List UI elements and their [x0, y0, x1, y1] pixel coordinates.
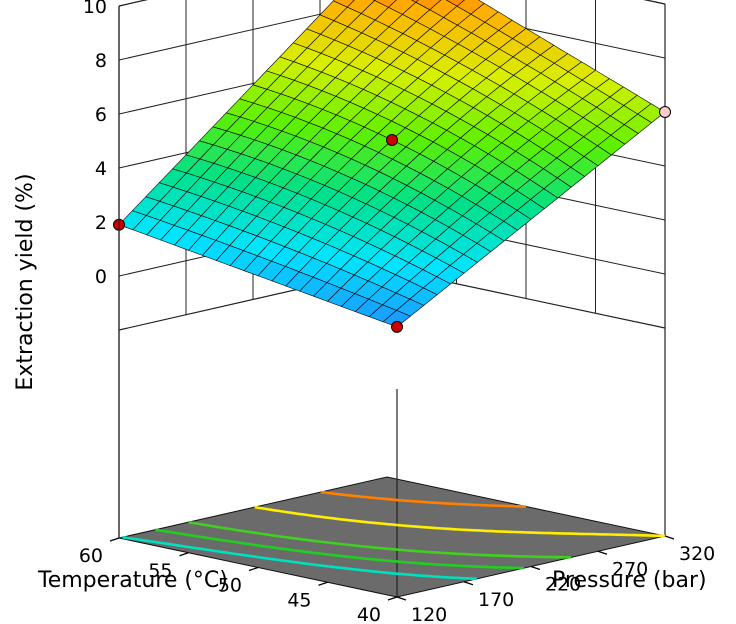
y-tick-label: 170 [478, 589, 514, 611]
contour-line [155, 528, 524, 570]
z-tick-label: 6 [95, 104, 107, 126]
y-tick-mark [463, 581, 474, 586]
axis-ticks: 0 2 4 6 8 10 40 45 50 55 60 120 170 220 270 320 [79, 0, 715, 624]
z-tick-label: 8 [95, 50, 107, 72]
design-point [391, 320, 403, 333]
y-tick-label: 120 [411, 604, 447, 624]
y-tick-label: 220 [545, 574, 581, 596]
surface-cell [410, 0, 419, 3]
z-tick-label: 2 [95, 212, 107, 234]
y-tick-label: 320 [679, 543, 715, 565]
design-point [659, 106, 671, 118]
y-tick-mark [664, 535, 675, 540]
y-tick-mark [396, 596, 407, 601]
z-gridline [118, 0, 666, 61]
z-tick-label: 4 [95, 158, 107, 180]
y-tick-mark [597, 550, 608, 555]
x-tick-mark [109, 537, 120, 542]
contour-line [320, 490, 527, 508]
y-tick-mark [530, 565, 541, 571]
y-axis-label: Pressure (bar) [552, 568, 707, 593]
x-tick-label: 40 [357, 604, 381, 624]
x-tick-mark [387, 596, 398, 601]
x-tick-label: 60 [79, 545, 103, 567]
z-tick-label: 10 [83, 0, 107, 18]
contour-line [122, 535, 477, 581]
x-tick-mark [318, 581, 328, 586]
x-tick-label: 45 [287, 589, 311, 611]
response-surface [118, 0, 666, 328]
x-tick-mark [179, 552, 189, 557]
y-tick-label: 270 [612, 558, 648, 580]
z-tick-label: 0 [95, 266, 107, 288]
surface-cell [382, 310, 411, 328]
z-axis-label: Extraction yield (%) [13, 173, 38, 390]
x-tick-label: 55 [148, 560, 172, 582]
contour-line [188, 520, 572, 559]
contour-line [254, 505, 666, 538]
x-axis-label: Temperature (°C) [37, 568, 228, 593]
x-tick-mark [248, 566, 259, 572]
contour-floor [118, 328, 666, 598]
x-tick-label: 50 [218, 575, 242, 597]
design-point [386, 134, 398, 146]
